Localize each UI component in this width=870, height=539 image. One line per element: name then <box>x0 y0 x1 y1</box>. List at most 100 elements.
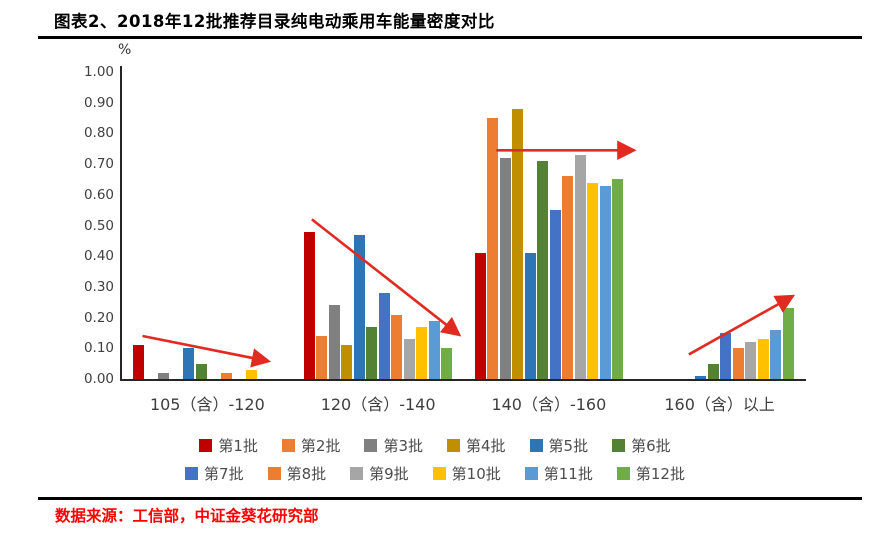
bar-第1批 <box>303 231 315 379</box>
legend-item-第5批: 第5批 <box>529 435 589 456</box>
legend-swatch-icon <box>185 467 199 480</box>
y-tick-label: 0.40 <box>83 248 114 265</box>
bar-第1批 <box>474 253 486 379</box>
bar-第9批 <box>403 339 415 379</box>
bar-第11批 <box>770 329 782 379</box>
data-source-text: 数据来源：工信部，中证金葵花研究部 <box>55 507 319 525</box>
y-tick-label: 1.00 <box>83 64 114 80</box>
legend-item-第9批: 第9批 <box>350 463 409 484</box>
bar-第6批 <box>707 363 719 379</box>
footer-rule <box>38 497 862 500</box>
bar-第4批 <box>512 108 524 379</box>
legend-label: 第12批 <box>635 465 685 483</box>
bar-第4批 <box>341 345 353 379</box>
bar-第2批 <box>487 118 499 379</box>
bar-第7批 <box>378 293 390 379</box>
legend-swatch-icon <box>350 467 364 480</box>
y-axis-line <box>120 66 122 380</box>
legend-label: 第5批 <box>548 437 589 455</box>
bar-第5批 <box>353 234 365 379</box>
legend-item-第2批: 第2批 <box>281 435 341 456</box>
bar-第5批 <box>524 253 536 379</box>
legend-label: 第8批 <box>286 465 327 483</box>
bar-group <box>293 72 464 379</box>
legend-label: 第10批 <box>451 465 501 483</box>
legend-swatch-icon <box>612 439 626 452</box>
bar-第12批 <box>441 348 453 379</box>
legend-swatch-icon <box>529 439 543 452</box>
bar-group <box>634 72 805 379</box>
bar-第10批 <box>245 369 257 379</box>
bar-第8批 <box>732 348 744 379</box>
legend-item-第12批: 第12批 <box>616 463 685 484</box>
bar-第9批 <box>574 154 586 379</box>
y-tick-label: 0.70 <box>83 156 114 173</box>
x-category-label: 160（含）以上 <box>664 395 775 414</box>
y-tick-label: 0.10 <box>83 340 114 357</box>
bar-第10批 <box>416 326 428 379</box>
bar-第3批 <box>499 157 511 379</box>
bar-第6批 <box>366 326 378 379</box>
plot-area <box>122 72 805 379</box>
bar-第8批 <box>562 176 574 379</box>
legend-item-第7批: 第7批 <box>185 463 244 484</box>
legend-label: 第2批 <box>300 437 341 455</box>
legend-swatch-icon <box>199 439 213 452</box>
legend: 第1批 第2批 第3批 第4批 第5批 第6批第7批 第8批 第9批 第10批 第11批 第12批 <box>0 435 870 484</box>
bar-第11批 <box>428 320 440 379</box>
legend-item-第6批: 第6批 <box>612 435 671 456</box>
x-category-label: 105（含）-120 <box>149 395 265 414</box>
bar-第8批 <box>391 314 403 379</box>
bar-第5批 <box>183 348 195 379</box>
bar-第12批 <box>612 179 624 379</box>
legend-row: 第7批 第8批 第9批 第10批 第11批 第12批 <box>185 463 685 484</box>
legend-label: 第7批 <box>204 465 244 483</box>
bar-第6批 <box>537 161 549 379</box>
y-tick-label: 0.90 <box>83 94 114 111</box>
y-tick-label: 0.20 <box>83 309 114 326</box>
legend-item-第11批: 第11批 <box>524 463 593 484</box>
legend-item-第8批: 第8批 <box>267 463 327 484</box>
legend-label: 第1批 <box>218 437 258 455</box>
bar-第11批 <box>599 185 611 379</box>
bar-第12批 <box>782 308 794 379</box>
legend-swatch-icon <box>267 467 281 480</box>
bar-group <box>122 72 293 379</box>
bar-group <box>464 72 635 379</box>
bar-第7批 <box>549 210 561 379</box>
bar-第6批 <box>195 363 207 379</box>
legend-swatch-icon <box>364 439 378 452</box>
title-rule <box>38 36 862 39</box>
legend-swatch-icon <box>524 467 538 480</box>
y-tick-label: 0.00 <box>83 371 114 387</box>
y-axis-tick-labels: 0.00 0.10 0.20 0.30 0.40 0.50 0.60 0.70 0.80 0.90… <box>40 0 114 539</box>
y-axis-unit-label: % <box>118 42 132 58</box>
legend-item-第1批: 第1批 <box>199 435 258 456</box>
x-axis-category-labels: 105（含）-120 120（含）-140 140（含）-160 160（含）以上 <box>122 391 805 415</box>
x-category-label: 140（含）-160 <box>491 395 607 414</box>
legend-label: 第11批 <box>543 465 593 483</box>
bar-第1批 <box>133 345 145 379</box>
legend-label: 第3批 <box>383 437 423 455</box>
bar-第5批 <box>695 375 707 379</box>
bar-第3批 <box>328 305 340 379</box>
legend-item-第3批: 第3批 <box>364 435 423 456</box>
bar-第10批 <box>757 339 769 379</box>
chart-title: 图表2、2018年12批推荐目录纯电动乘用车能量密度对比 <box>54 12 495 31</box>
y-tick-label: 0.80 <box>83 125 114 142</box>
legend-swatch-icon <box>281 439 295 452</box>
legend-swatch-icon <box>432 467 446 480</box>
legend-label: 第4批 <box>466 437 506 455</box>
bar-第2批 <box>316 336 328 379</box>
bar-第7批 <box>720 332 732 379</box>
y-tick-label: 0.60 <box>83 186 114 203</box>
legend-swatch-icon <box>616 467 630 480</box>
legend-label: 第6批 <box>631 437 671 455</box>
y-tick-label: 0.30 <box>83 278 114 295</box>
x-axis-line <box>120 379 806 381</box>
bar-第8批 <box>220 372 232 379</box>
legend-row: 第1批 第2批 第3批 第4批 第5批 第6批 <box>199 435 671 456</box>
bar-第3批 <box>158 372 170 379</box>
y-tick-label: 0.50 <box>83 217 114 234</box>
